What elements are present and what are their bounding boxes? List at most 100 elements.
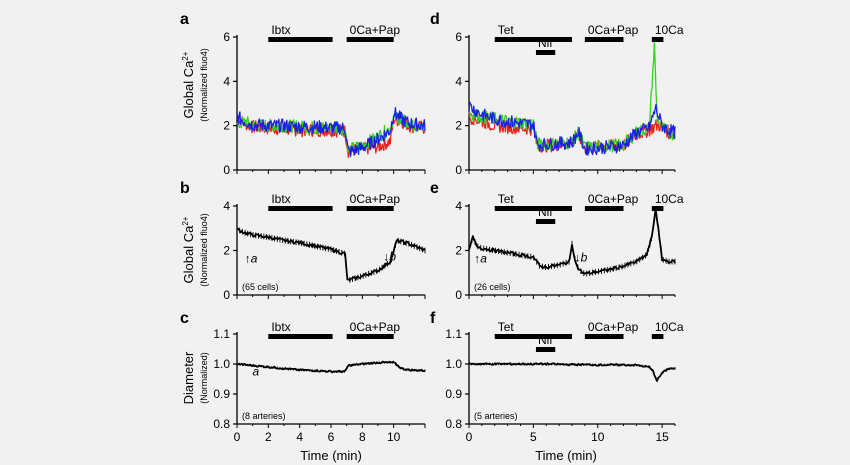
x-tick-label-c: 2 (265, 430, 272, 444)
n-label-b: (65 cells) (242, 282, 279, 292)
annotation-c: a (252, 364, 259, 378)
treatment-bar-c (346, 334, 394, 339)
panel-a: a 0 2 4 6 Ibtx 0Ca+Pap (180, 11, 426, 177)
panel-b: b 0 2 4 Ibtx 0Ca+Pap ↑a ↓b (65 cells) (180, 180, 426, 302)
treatment-label-c: Ibtx (271, 320, 290, 334)
treatment-bar-f (535, 347, 556, 352)
y-tick-label-e: 4 (455, 199, 462, 213)
y-tick-label-b: 0 (223, 288, 230, 302)
y-tick-label-a: 4 (223, 74, 230, 88)
panel-d: d 0 2 4 6 Tet Nif 0Ca+Pap 10Ca (430, 11, 684, 177)
y-tick-label-c: 0.8 (213, 417, 230, 431)
y-tick-label-c: 1.0 (213, 357, 230, 371)
trace-blue-a (236, 107, 426, 158)
trace-green-d (468, 41, 676, 154)
treatment-label-a: Ibtx (271, 23, 290, 37)
y-tick-label-d: 4 (455, 74, 462, 88)
treatment-label-e: Tet (498, 192, 515, 206)
treatment-label-a: 0Ca+Pap (350, 23, 401, 37)
ylabel-c-main: Diameter (181, 351, 196, 404)
panel-letter-f: f (430, 310, 436, 327)
panel-letter-d: d (430, 11, 440, 28)
x-tick-label-f: 0 (466, 430, 473, 444)
treatment-bar-d (535, 50, 556, 55)
ylabel-c-group: Diameter (Normalized) (181, 351, 209, 404)
y-tick-label-f: 1.1 (445, 327, 462, 341)
y-tick-label-a: 2 (223, 119, 230, 133)
annotation-b: ↓b (383, 250, 396, 264)
x-tick-label-c: 8 (359, 430, 366, 444)
x-tick-label-f: 10 (591, 430, 605, 444)
treatment-label-f: 10Ca (655, 320, 684, 334)
y-tick-label-c: 1.1 (213, 327, 230, 341)
treatment-label-f: Nif (538, 333, 553, 347)
ylabel-a-main: Global Ca2+ (181, 51, 196, 118)
y-tick-label-e: 0 (455, 288, 462, 302)
annotation-e: ↓b (575, 251, 588, 265)
x-tick-label-f: 15 (655, 430, 669, 444)
treatment-bar-d (494, 37, 572, 42)
treatment-label-e: 10Ca (655, 192, 684, 206)
treatment-bar-b (268, 206, 333, 211)
annotation-b: ↑a (245, 252, 258, 266)
treatment-label-d: 0Ca+Pap (588, 23, 639, 37)
treatment-bar-e (494, 206, 572, 211)
treatment-label-b: 0Ca+Pap (350, 192, 401, 206)
y-tick-label-e: 2 (455, 244, 462, 258)
ylabel-b-sub: (Normalized fluo4) (199, 213, 209, 287)
panel-letter-c: c (180, 310, 189, 327)
trace-green-a (236, 110, 426, 156)
trace-mean-b (236, 227, 426, 282)
treatment-bar-b (346, 206, 394, 211)
treatment-bar-e (651, 206, 664, 211)
treatment-bar-a (346, 37, 394, 42)
ylabel-a-sub: (Normalized fluo4) (199, 48, 209, 122)
y-tick-label-d: 6 (455, 30, 462, 44)
x-tick-label-c: 10 (387, 430, 401, 444)
trace-red-d (468, 111, 676, 154)
treatment-bar-a (268, 37, 333, 42)
panel-c: c 0.8 0.9 1.0 1.1 0 2 4 6 8 10 Ibtx 0Ca+Pap a (8 arter… (180, 310, 426, 444)
treatment-label-e: 0Ca+Pap (588, 192, 639, 206)
y-tick-label-c: 0.9 (213, 387, 230, 401)
ylabel-a-sup: 2+ (181, 51, 190, 60)
treatment-label-b: Ibtx (271, 192, 290, 206)
x-tick-label-c: 0 (234, 430, 241, 444)
treatment-label-d: 10Ca (655, 23, 684, 37)
panel-f: f 0.8 0.9 1.0 1.1 0 5 10 15 Tet Nif 0Ca+Pap 10Ca (5 a… (430, 310, 684, 444)
treatment-bar-e (584, 206, 624, 211)
treatment-label-c: 0Ca+Pap (350, 320, 401, 334)
x-tick-label-c: 6 (328, 430, 335, 444)
y-tick-label-a: 6 (223, 30, 230, 44)
y-tick-label-b: 4 (223, 199, 230, 213)
annotation-e: ↑a (474, 252, 487, 266)
treatment-bar-f (651, 334, 664, 339)
n-label-f: (5 arteries) (474, 411, 518, 421)
treatment-bar-d (584, 37, 624, 42)
panel-letter-e: e (430, 180, 439, 197)
y-tick-label-d: 0 (455, 163, 462, 177)
x-tick-label-f: 5 (530, 430, 537, 444)
treatment-label-e: Nif (538, 205, 553, 219)
ylabel-a-group: Global Ca2+ (Normalized fluo4) (181, 48, 209, 122)
y-tick-label-b: 2 (223, 244, 230, 258)
trace-mean-f (468, 362, 676, 382)
ylabel-b-sup: 2+ (181, 216, 190, 225)
y-tick-label-f: 0.8 (445, 417, 462, 431)
n-label-c: (8 arteries) (242, 411, 286, 421)
n-label-e: (26 cells) (474, 282, 511, 292)
treatment-bar-f (584, 334, 624, 339)
panel-letter-b: b (180, 180, 190, 197)
treatment-label-d: Nif (538, 36, 553, 50)
x-tick-label-c: 4 (296, 430, 303, 444)
treatment-bar-c (268, 334, 333, 339)
treatment-bar-f (494, 334, 572, 339)
treatment-bar-e (535, 219, 556, 224)
treatment-label-f: 0Ca+Pap (588, 320, 639, 334)
ylabel-b-group: Global Ca2+ (Normalized fluo4) (181, 213, 209, 287)
panel-letter-a: a (180, 11, 189, 28)
y-tick-label-a: 0 (223, 163, 230, 177)
treatment-label-d: Tet (498, 23, 515, 37)
y-tick-label-f: 0.9 (445, 387, 462, 401)
